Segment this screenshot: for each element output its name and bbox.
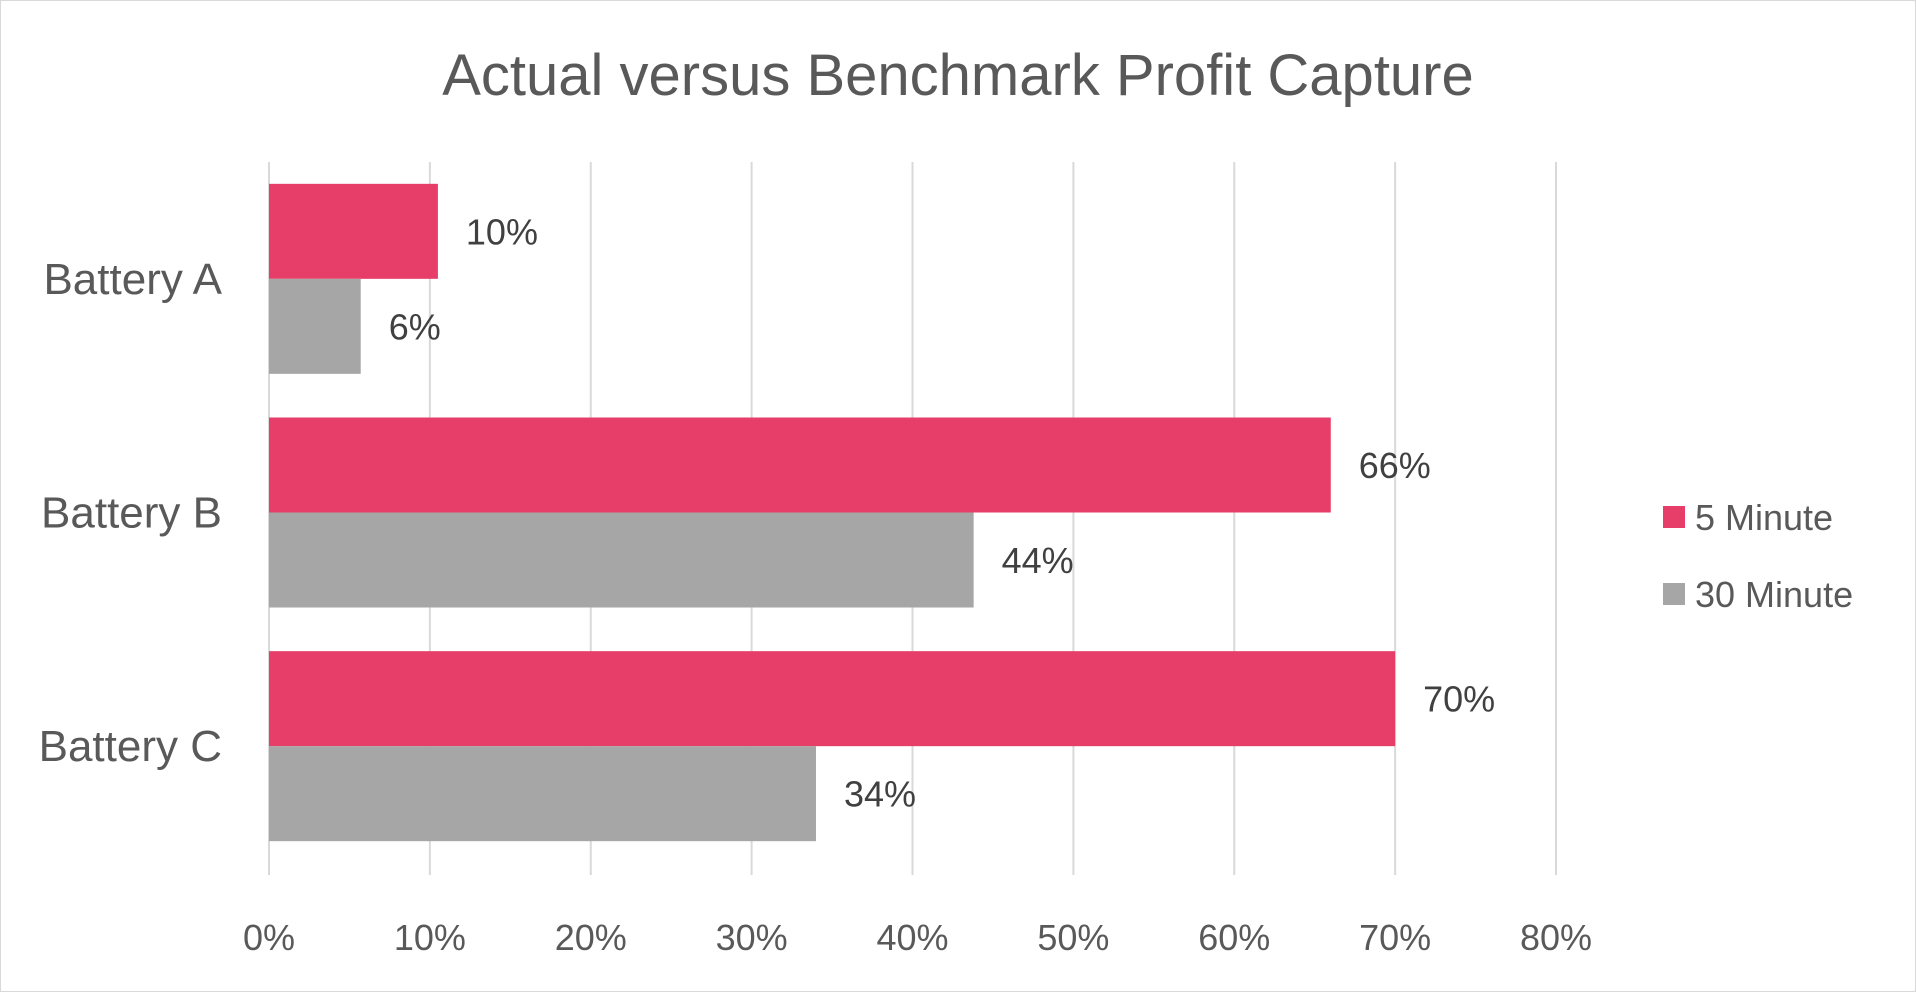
x-tick-label: 20% [555, 917, 627, 958]
bar-30-minute [269, 512, 974, 608]
data-label: 66% [1359, 445, 1431, 486]
x-tick-label: 50% [1037, 917, 1109, 958]
data-label: 10% [466, 211, 538, 252]
x-tick-label: 10% [394, 917, 466, 958]
bar-30-minute [269, 278, 361, 374]
category-label: Battery C [39, 722, 222, 771]
x-tick-label: 30% [716, 917, 788, 958]
data-label: 6% [389, 306, 441, 347]
x-tick-label: 0% [243, 917, 295, 958]
x-tick-label: 60% [1198, 917, 1270, 958]
bar-5-minute [269, 651, 1396, 747]
data-label: 44% [1002, 540, 1074, 581]
bars [269, 183, 1396, 842]
x-tick-label: 70% [1359, 917, 1431, 958]
category-label: Battery A [43, 255, 222, 304]
category-label: Battery B [41, 489, 222, 538]
legend-label: 5 Minute [1695, 497, 1833, 538]
legend-swatch [1663, 506, 1685, 528]
legend: 5 Minute 30 Minute [1663, 497, 1853, 615]
bar-5-minute [269, 417, 1331, 513]
x-tick-label: 40% [876, 917, 948, 958]
data-label: 70% [1423, 679, 1495, 720]
bar-30-minute [269, 746, 816, 842]
category-axis: Battery A Battery B Battery C [39, 255, 223, 771]
value-axis: 0% 10% 20% 30% 40% 50% 60% 70% 80% [243, 917, 1592, 958]
legend-label: 30 Minute [1695, 574, 1853, 615]
legend-swatch [1663, 583, 1685, 605]
x-tick-label: 80% [1520, 917, 1592, 958]
data-labels: 10% 6% 66% 44% 70% 34% [389, 211, 1495, 814]
chart-title: Actual versus Benchmark Profit Capture [442, 43, 1474, 108]
data-label: 34% [844, 774, 916, 815]
bar-5-minute [269, 183, 438, 279]
